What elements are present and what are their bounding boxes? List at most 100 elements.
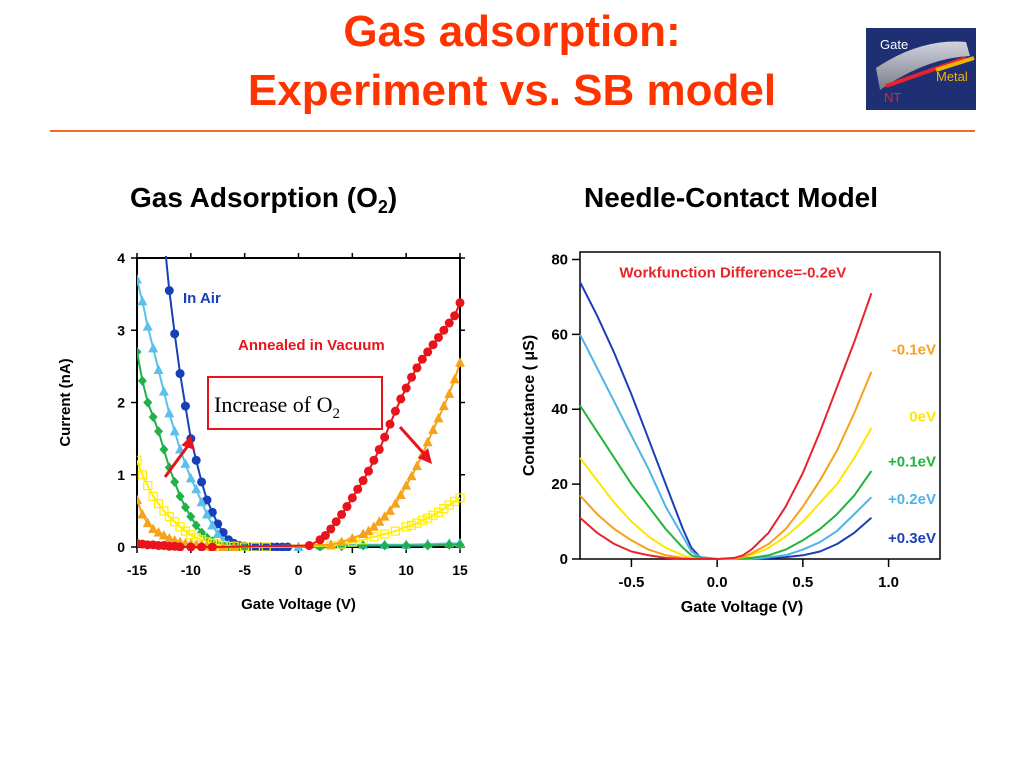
data-point: [207, 519, 218, 530]
left-y-tick-label: 2: [117, 395, 125, 411]
data-point: [159, 444, 169, 455]
left-x-tick-label: 0: [295, 562, 303, 578]
page-title-line2: Experiment vs. SB model: [247, 66, 777, 115]
series-label: 0eV: [909, 409, 936, 426]
data-point: [185, 472, 196, 483]
right-chart-title: Needle-Contact Model: [584, 182, 879, 213]
right-x-tick-label: 1.0: [878, 574, 899, 591]
data-point: [164, 286, 174, 296]
data-point: [153, 499, 164, 509]
left-x-tick-label: -5: [238, 562, 251, 578]
data-point: [401, 522, 411, 532]
data-point: [153, 527, 164, 537]
left-x-tick-label: 10: [398, 562, 414, 578]
data-point: [390, 526, 400, 536]
right-y-tick-label: 0: [560, 551, 568, 568]
data-point: [158, 386, 169, 396]
right-y-tick-label: 60: [551, 326, 568, 343]
data-point: [411, 460, 422, 471]
data-point: [137, 295, 148, 306]
data-point: [137, 455, 142, 465]
data-point: [137, 375, 147, 386]
increase-arrow-right: [398, 425, 428, 458]
data-point: [423, 540, 433, 551]
gas-adsorption-chart: -15 -10 -5 0 5 10 15 0 1 2 3 4 Gate Voltage (V) Curre…: [57, 250, 468, 613]
data-point: [390, 498, 401, 508]
data-point: [401, 383, 411, 393]
data-point: [358, 476, 368, 486]
data-point: [396, 394, 406, 404]
data-point: [175, 491, 185, 502]
data-point: [423, 513, 433, 523]
data-point: [449, 373, 460, 384]
left-x-tick-label: 5: [348, 562, 356, 578]
model-curve-4: [579, 371, 873, 560]
data-point: [320, 530, 330, 540]
data-point: [148, 342, 159, 353]
data-point: [358, 528, 369, 538]
data-point: [201, 508, 212, 519]
data-point: [428, 424, 439, 434]
data-point: [137, 346, 142, 357]
data-point: [137, 274, 142, 284]
data-point: [202, 495, 212, 505]
data-point: [175, 369, 185, 379]
in-air-label: In Air: [183, 290, 221, 307]
data-point: [158, 529, 169, 540]
data-point: [379, 511, 390, 521]
data-point: [390, 406, 400, 416]
logo-nt-label: NT: [884, 90, 902, 105]
data-point: [455, 493, 465, 503]
increase-o2-box: [207, 376, 383, 430]
data-point: [159, 506, 169, 516]
logo-gate-label: Gate: [880, 37, 909, 52]
series-label: +0.1eV: [888, 454, 936, 471]
data-point: [423, 347, 433, 357]
data-point: [180, 401, 190, 411]
data-point: [444, 388, 455, 398]
data-point: [154, 426, 164, 437]
nanotube-device-logo: Gate Metal NT: [866, 28, 976, 110]
data-point: [164, 532, 175, 543]
nanotube-device-icon: [876, 41, 975, 90]
left-y-tick-label: 1: [117, 467, 125, 483]
data-point: [368, 521, 379, 531]
data-point: [191, 455, 201, 465]
data-point: [385, 419, 395, 429]
data-point: [422, 436, 433, 447]
data-point: [358, 540, 368, 551]
right-y-tick-label: 40: [551, 401, 568, 418]
data-point: [175, 542, 185, 551]
data-point: [148, 491, 158, 502]
data-point: [337, 509, 347, 519]
data-point: [325, 539, 336, 549]
data-point: [170, 329, 180, 339]
data-point: [444, 318, 454, 328]
data-point: [197, 542, 207, 551]
data-point: [417, 354, 427, 364]
data-point: [428, 510, 438, 520]
right-y-tick-label: 80: [551, 251, 568, 268]
data-point: [196, 496, 207, 507]
data-point: [433, 332, 443, 342]
arrow-head-left-icon: [181, 435, 195, 450]
logo-metal-label: Metal: [936, 69, 968, 84]
data-point: [164, 512, 174, 522]
data-point: [407, 372, 417, 382]
series-label: +0.2eV: [888, 491, 936, 508]
data-point: [363, 525, 374, 536]
data-point: [137, 508, 148, 519]
left-x-tick-label: 15: [452, 562, 468, 578]
data-point: [207, 507, 217, 517]
data-point: [326, 524, 336, 534]
data-point: [212, 528, 223, 538]
left-y-tick-label: 3: [117, 322, 125, 338]
series-label: +0.3eV: [888, 530, 936, 547]
right-chart-series-labels: +0.3eV +0.2eV +0.1eV 0eV -0.1eV Workfunction …: [619, 265, 936, 547]
data-point: [412, 363, 422, 373]
data-point: [164, 407, 175, 418]
data-point: [197, 477, 207, 487]
data-point: [412, 518, 422, 528]
data-point: [331, 517, 341, 527]
data-point: [137, 470, 147, 480]
